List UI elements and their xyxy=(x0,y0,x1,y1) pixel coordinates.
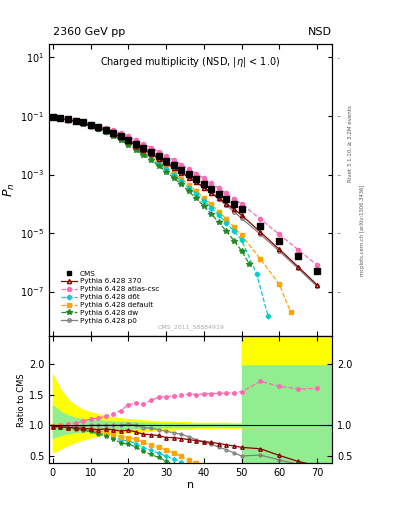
CMS xyxy=(111,130,116,136)
CMS xyxy=(88,122,93,128)
CMS xyxy=(118,133,123,139)
X-axis label: n: n xyxy=(187,480,194,489)
Text: CMS_2011_S8884919: CMS_2011_S8884919 xyxy=(157,325,224,330)
CMS xyxy=(217,190,221,197)
CMS xyxy=(296,252,301,259)
CMS xyxy=(171,162,176,168)
CMS xyxy=(141,145,146,151)
CMS xyxy=(231,201,236,207)
Text: Rivet 3.1.10, ≥ 3.2M events: Rivet 3.1.10, ≥ 3.2M events xyxy=(348,105,353,182)
CMS xyxy=(66,116,70,122)
CMS xyxy=(209,185,214,191)
CMS xyxy=(156,153,161,159)
CMS xyxy=(73,118,78,124)
CMS xyxy=(179,166,184,173)
Text: 2360 GeV pp: 2360 GeV pp xyxy=(53,27,125,37)
CMS xyxy=(164,158,169,164)
CMS xyxy=(81,119,85,125)
Legend: CMS, Pythia 6.428 370, Pythia 6.428 atlas-csc, Pythia 6.428 d6t, Pythia 6.428 de: CMS, Pythia 6.428 370, Pythia 6.428 atla… xyxy=(59,268,162,327)
CMS xyxy=(126,137,131,143)
CMS xyxy=(58,115,63,121)
CMS xyxy=(277,238,282,244)
CMS xyxy=(134,141,138,147)
Y-axis label: $P_n$: $P_n$ xyxy=(2,183,18,197)
CMS xyxy=(96,124,101,130)
CMS xyxy=(51,114,55,120)
CMS xyxy=(258,223,263,229)
Text: NSD: NSD xyxy=(308,27,332,37)
Y-axis label: Ratio to CMS: Ratio to CMS xyxy=(17,373,26,426)
Text: Charged multiplicity (NSD, $|\eta|$ < 1.0): Charged multiplicity (NSD, $|\eta|$ < 1.… xyxy=(101,55,281,69)
CMS xyxy=(103,126,108,133)
CMS xyxy=(202,181,206,187)
CMS xyxy=(315,268,320,274)
CMS xyxy=(239,206,244,212)
Text: mcplots.cern.ch [arXiv:1306.3436]: mcplots.cern.ch [arXiv:1306.3436] xyxy=(360,185,365,276)
CMS xyxy=(186,171,191,177)
CMS xyxy=(149,149,153,155)
CMS xyxy=(194,176,198,182)
Line: CMS: CMS xyxy=(50,114,320,274)
CMS xyxy=(224,196,229,202)
